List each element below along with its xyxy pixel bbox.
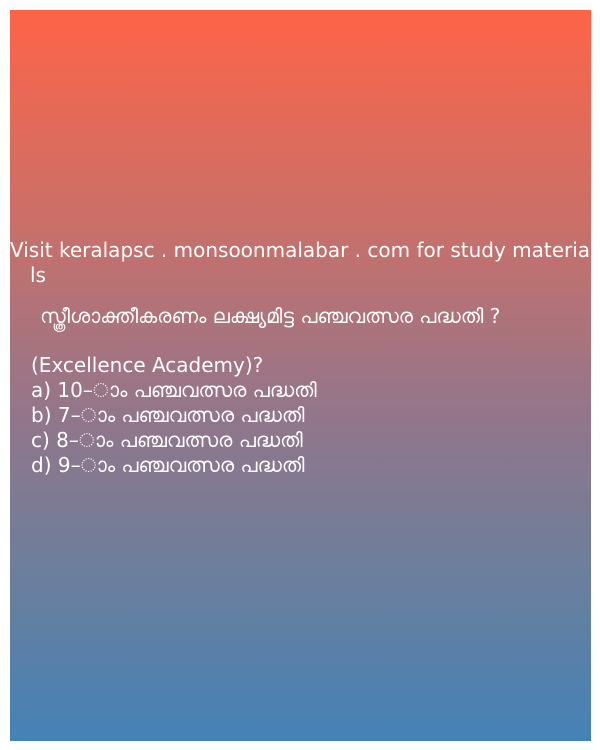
option-a: a) 10–ാം പഞ്ചവത്സര പദ്ധതി: [31, 378, 317, 402]
source-label: (Excellence Academy)?: [31, 353, 264, 377]
option-c: c) 8–ാം പഞ്ചവത്സര പദ്ധതി: [31, 428, 303, 452]
promo-line-2: ls: [30, 263, 46, 287]
promo-line-1: Visit keralapsc . monsoonmalabar . com f…: [10, 238, 591, 262]
card-content: Visit keralapsc . monsoonmalabar . com f…: [10, 238, 591, 478]
quiz-card: Visit keralapsc . monsoonmalabar . com f…: [10, 10, 591, 741]
question-text: സ്ത്രീശാക്തീകരണം ലക്ഷ്യമിട്ട പഞ്ചവത്സര പ…: [40, 304, 501, 328]
promo-text: Visit keralapsc . monsoonmalabar . com f…: [10, 238, 591, 288]
answer-block: (Excellence Academy)? a) 10–ാം പഞ്ചവത്സര…: [10, 353, 591, 478]
option-b: b) 7–ാം പഞ്ചവത്സര പദ്ധതി: [31, 403, 305, 427]
option-d: d) 9–ാം പഞ്ചവത്സര പദ്ധതി: [31, 453, 305, 477]
